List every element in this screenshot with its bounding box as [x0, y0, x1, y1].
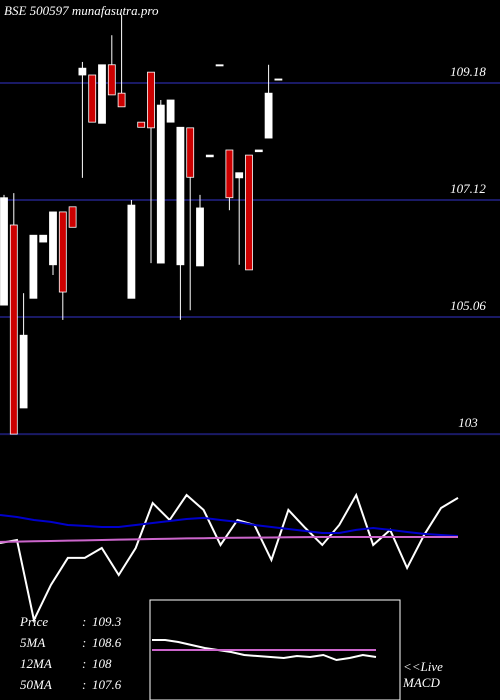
stat-colon: :: [82, 614, 86, 629]
stat-colon: :: [82, 656, 86, 671]
macd-label: <<Live: [403, 659, 443, 674]
indicator-line: [0, 535, 458, 543]
candle-body: [225, 149, 234, 199]
stat-value: 107.6: [92, 677, 122, 692]
stat-name: 50MA: [20, 677, 52, 692]
y-tick-label: 107.12: [450, 181, 486, 196]
stat-colon: :: [82, 635, 86, 650]
candle-body: [245, 154, 253, 271]
candle-body: [68, 206, 77, 228]
candle-body: [147, 71, 155, 129]
candle-body: [176, 126, 185, 266]
candle-body: [88, 74, 97, 123]
candle-body: [19, 334, 28, 409]
stat-colon: :: [82, 677, 86, 692]
stat-value: 108.6: [92, 635, 122, 650]
macd-box: [149, 599, 401, 700]
candle-body: [156, 104, 165, 264]
candle-body: [196, 207, 204, 267]
candle-body: [58, 211, 67, 293]
indicator-line: [152, 639, 377, 662]
candle-body: [78, 67, 87, 76]
stat-name: 5MA: [20, 635, 45, 650]
y-tick-label: 105.06: [450, 298, 486, 313]
candle-body: [235, 172, 244, 179]
chart-title: BSE 500597 munafasutra.pro: [4, 3, 159, 18]
candle-body: [9, 224, 18, 435]
macd-label: MACD: [402, 675, 440, 690]
y-tick-label: 103: [458, 415, 478, 430]
stat-value: 109.3: [92, 614, 122, 629]
candle-body: [39, 234, 48, 243]
candle-body: [107, 64, 116, 96]
candle-body: [254, 149, 263, 153]
candle-body: [29, 234, 38, 299]
candle-body: [274, 78, 283, 81]
stat-name: 12MA: [20, 656, 52, 671]
candle-body: [117, 92, 126, 108]
candle-body: [186, 127, 195, 178]
candle-body: [264, 92, 273, 139]
candle-body: [166, 99, 175, 123]
candle-body: [49, 211, 57, 266]
candle-body: [127, 204, 136, 299]
candle-body: [215, 64, 224, 67]
stat-value: 108: [92, 656, 112, 671]
indicator-line: [0, 514, 459, 537]
candle-body: [205, 154, 214, 158]
y-tick-label: 109.18: [450, 64, 486, 79]
candle-body: [98, 64, 106, 124]
candle-body: [0, 197, 8, 306]
candle-body: [137, 121, 146, 128]
